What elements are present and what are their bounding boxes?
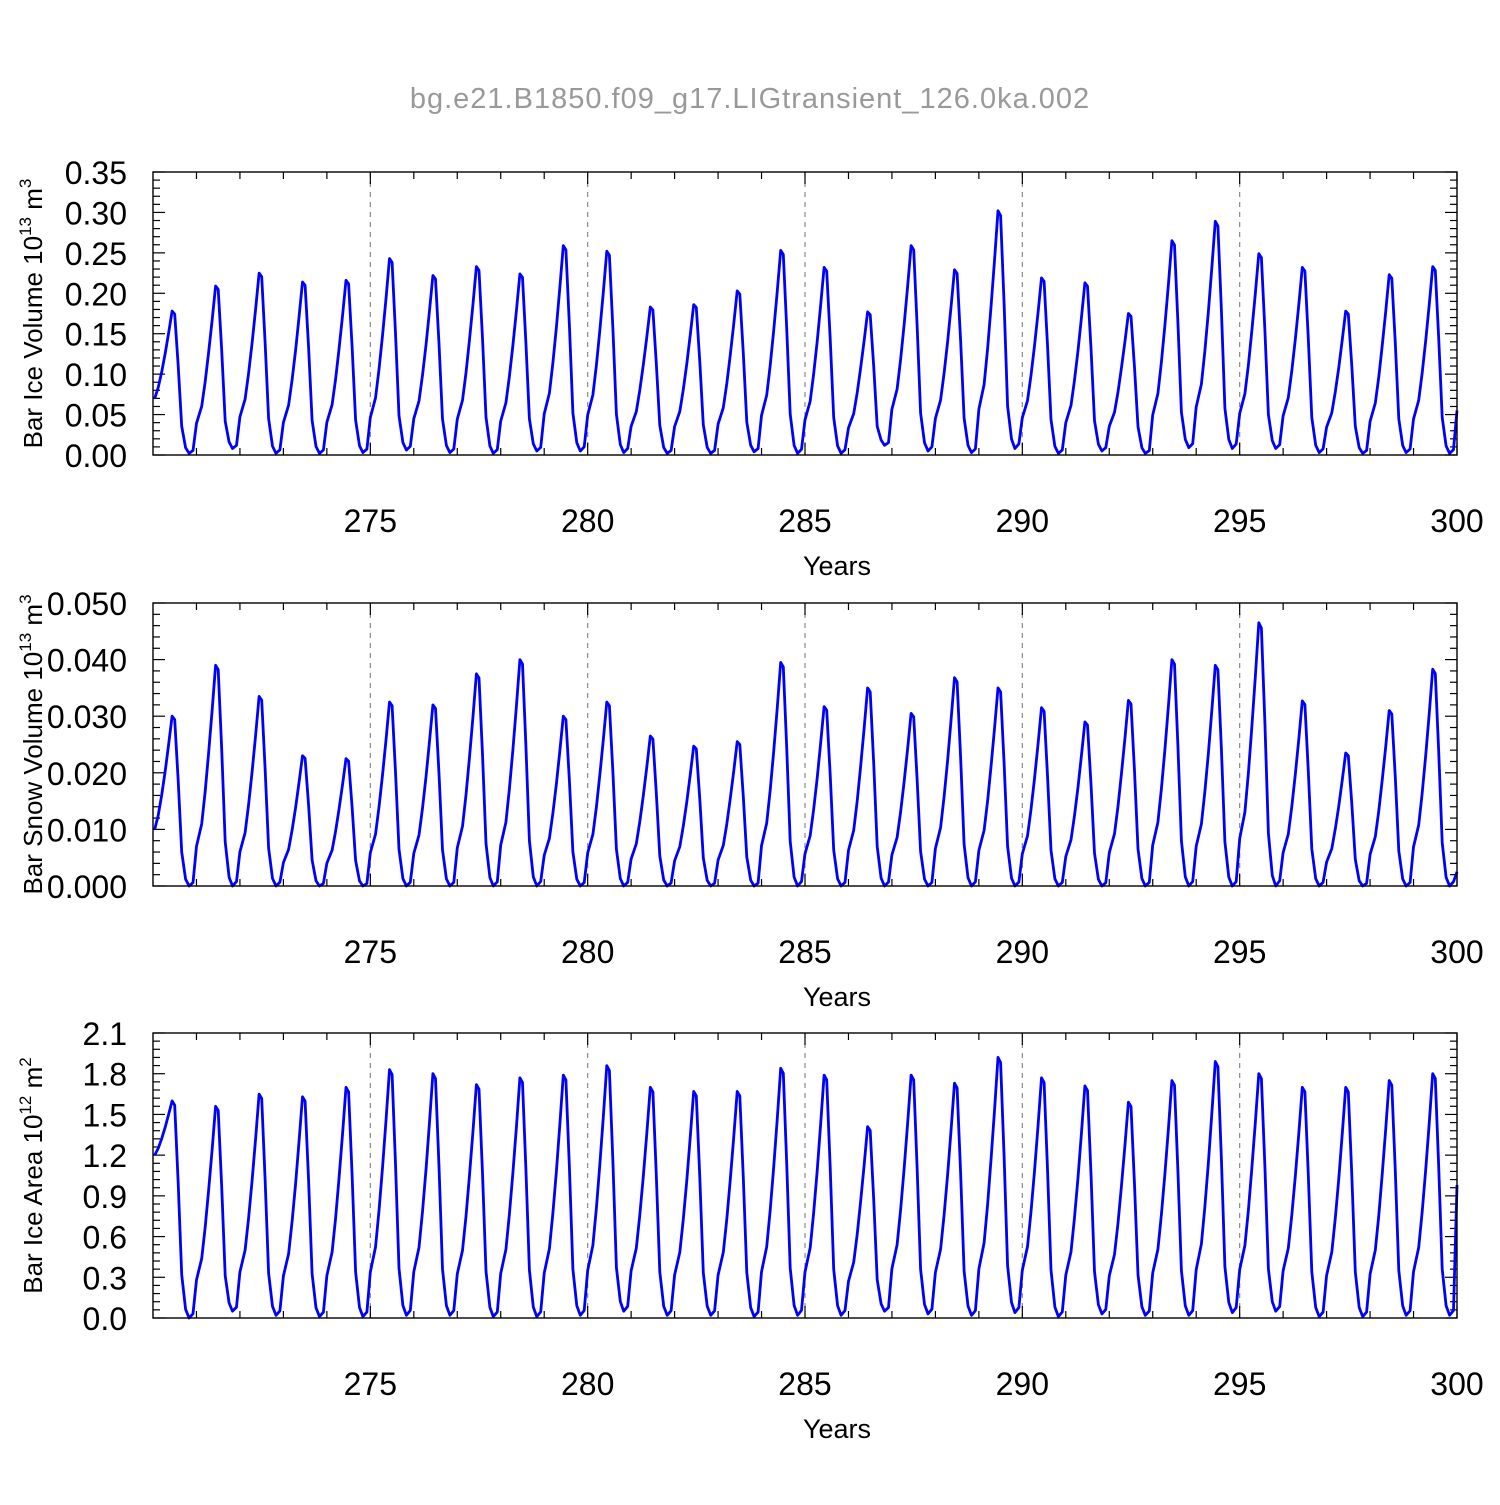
y-tick-label: 0.6 [83, 1220, 127, 1256]
x-tick-label: 290 [996, 934, 1049, 970]
y-tick-label: 0.020 [47, 756, 127, 792]
series-line [153, 209, 1459, 455]
y-tick-label: 0.35 [65, 155, 127, 191]
y-tick-label: 0.25 [65, 236, 127, 272]
x-tick-label: 295 [1213, 1366, 1266, 1402]
y-tick-label: 0.050 [47, 586, 127, 622]
x-tick-label: 285 [778, 503, 831, 539]
x-tick-label: 300 [1430, 503, 1483, 539]
panel-1: 0.00 0.05 0.10 0.15 0.20 0.25 0.30 0.35 275 280 28… [16, 155, 1484, 581]
series-line [153, 1056, 1459, 1320]
x-tick-label: 280 [561, 503, 614, 539]
x-tick-label: 290 [996, 503, 1049, 539]
x-tick-label: 295 [1213, 934, 1266, 970]
y-tick-label: 1.8 [83, 1057, 127, 1093]
y-tick-label: 0.010 [47, 812, 127, 848]
y-tick-label: 0.0 [83, 1301, 127, 1337]
y-tick-label: 0.10 [65, 357, 127, 393]
y-tick-label: 0.15 [65, 317, 127, 353]
y-axis-label: Bar Ice Volume 1013 m3 [16, 179, 48, 449]
x-tick-label: 300 [1430, 934, 1483, 970]
x-tick-label: 295 [1213, 503, 1266, 539]
x-tick-label: 275 [344, 503, 397, 539]
y-tick-label: 0.9 [83, 1179, 127, 1215]
plot-frame [152, 1032, 1458, 1319]
x-tick-label: 285 [778, 1366, 831, 1402]
y-axis-label: Bar Snow Volume 1013 m3 [16, 594, 48, 894]
panel-2: 0.000 0.010 0.020 0.030 0.040 0.050 275 280 285 2… [16, 586, 1484, 1012]
x-tick-label: 285 [778, 934, 831, 970]
x-axis-label: Years [803, 982, 871, 1012]
y-tick-label: 0.00 [65, 438, 127, 474]
y-tick-label: 0.000 [47, 869, 127, 905]
y-tick-label: 0.20 [65, 276, 127, 312]
plot-frame [152, 602, 1458, 887]
y-tick-label: 1.2 [83, 1138, 127, 1174]
x-tick-label: 290 [996, 1366, 1049, 1402]
y-tick-label: 0.30 [65, 195, 127, 231]
y-tick-label: 2.1 [83, 1016, 127, 1052]
x-tick-label: 275 [344, 1366, 397, 1402]
y-axis-label: Bar Ice Area 1012 m2 [16, 1057, 48, 1294]
x-tick-label: 275 [344, 934, 397, 970]
y-tick-label: 0.3 [83, 1260, 127, 1296]
x-tick-label: 300 [1430, 1366, 1483, 1402]
x-axis-label: Years [803, 551, 871, 581]
chart-title: bg.e21.B1850.f09_g17.LIGtransient_126.0k… [410, 83, 1090, 115]
y-tick-label: 0.030 [47, 699, 127, 735]
x-tick-label: 280 [561, 934, 614, 970]
y-tick-label: 1.5 [83, 1097, 127, 1133]
panel-3: 0.0 0.3 0.6 0.9 1.2 1.5 1.8 2.1 275 280 285 290 295 3… [16, 1016, 1484, 1444]
y-tick-label: 0.05 [65, 398, 127, 434]
x-tick-label: 280 [561, 1366, 614, 1402]
series-line [153, 621, 1459, 888]
y-tick-label: 0.040 [47, 643, 127, 679]
x-axis-label: Years [803, 1414, 871, 1444]
plot-frame [152, 171, 1458, 456]
